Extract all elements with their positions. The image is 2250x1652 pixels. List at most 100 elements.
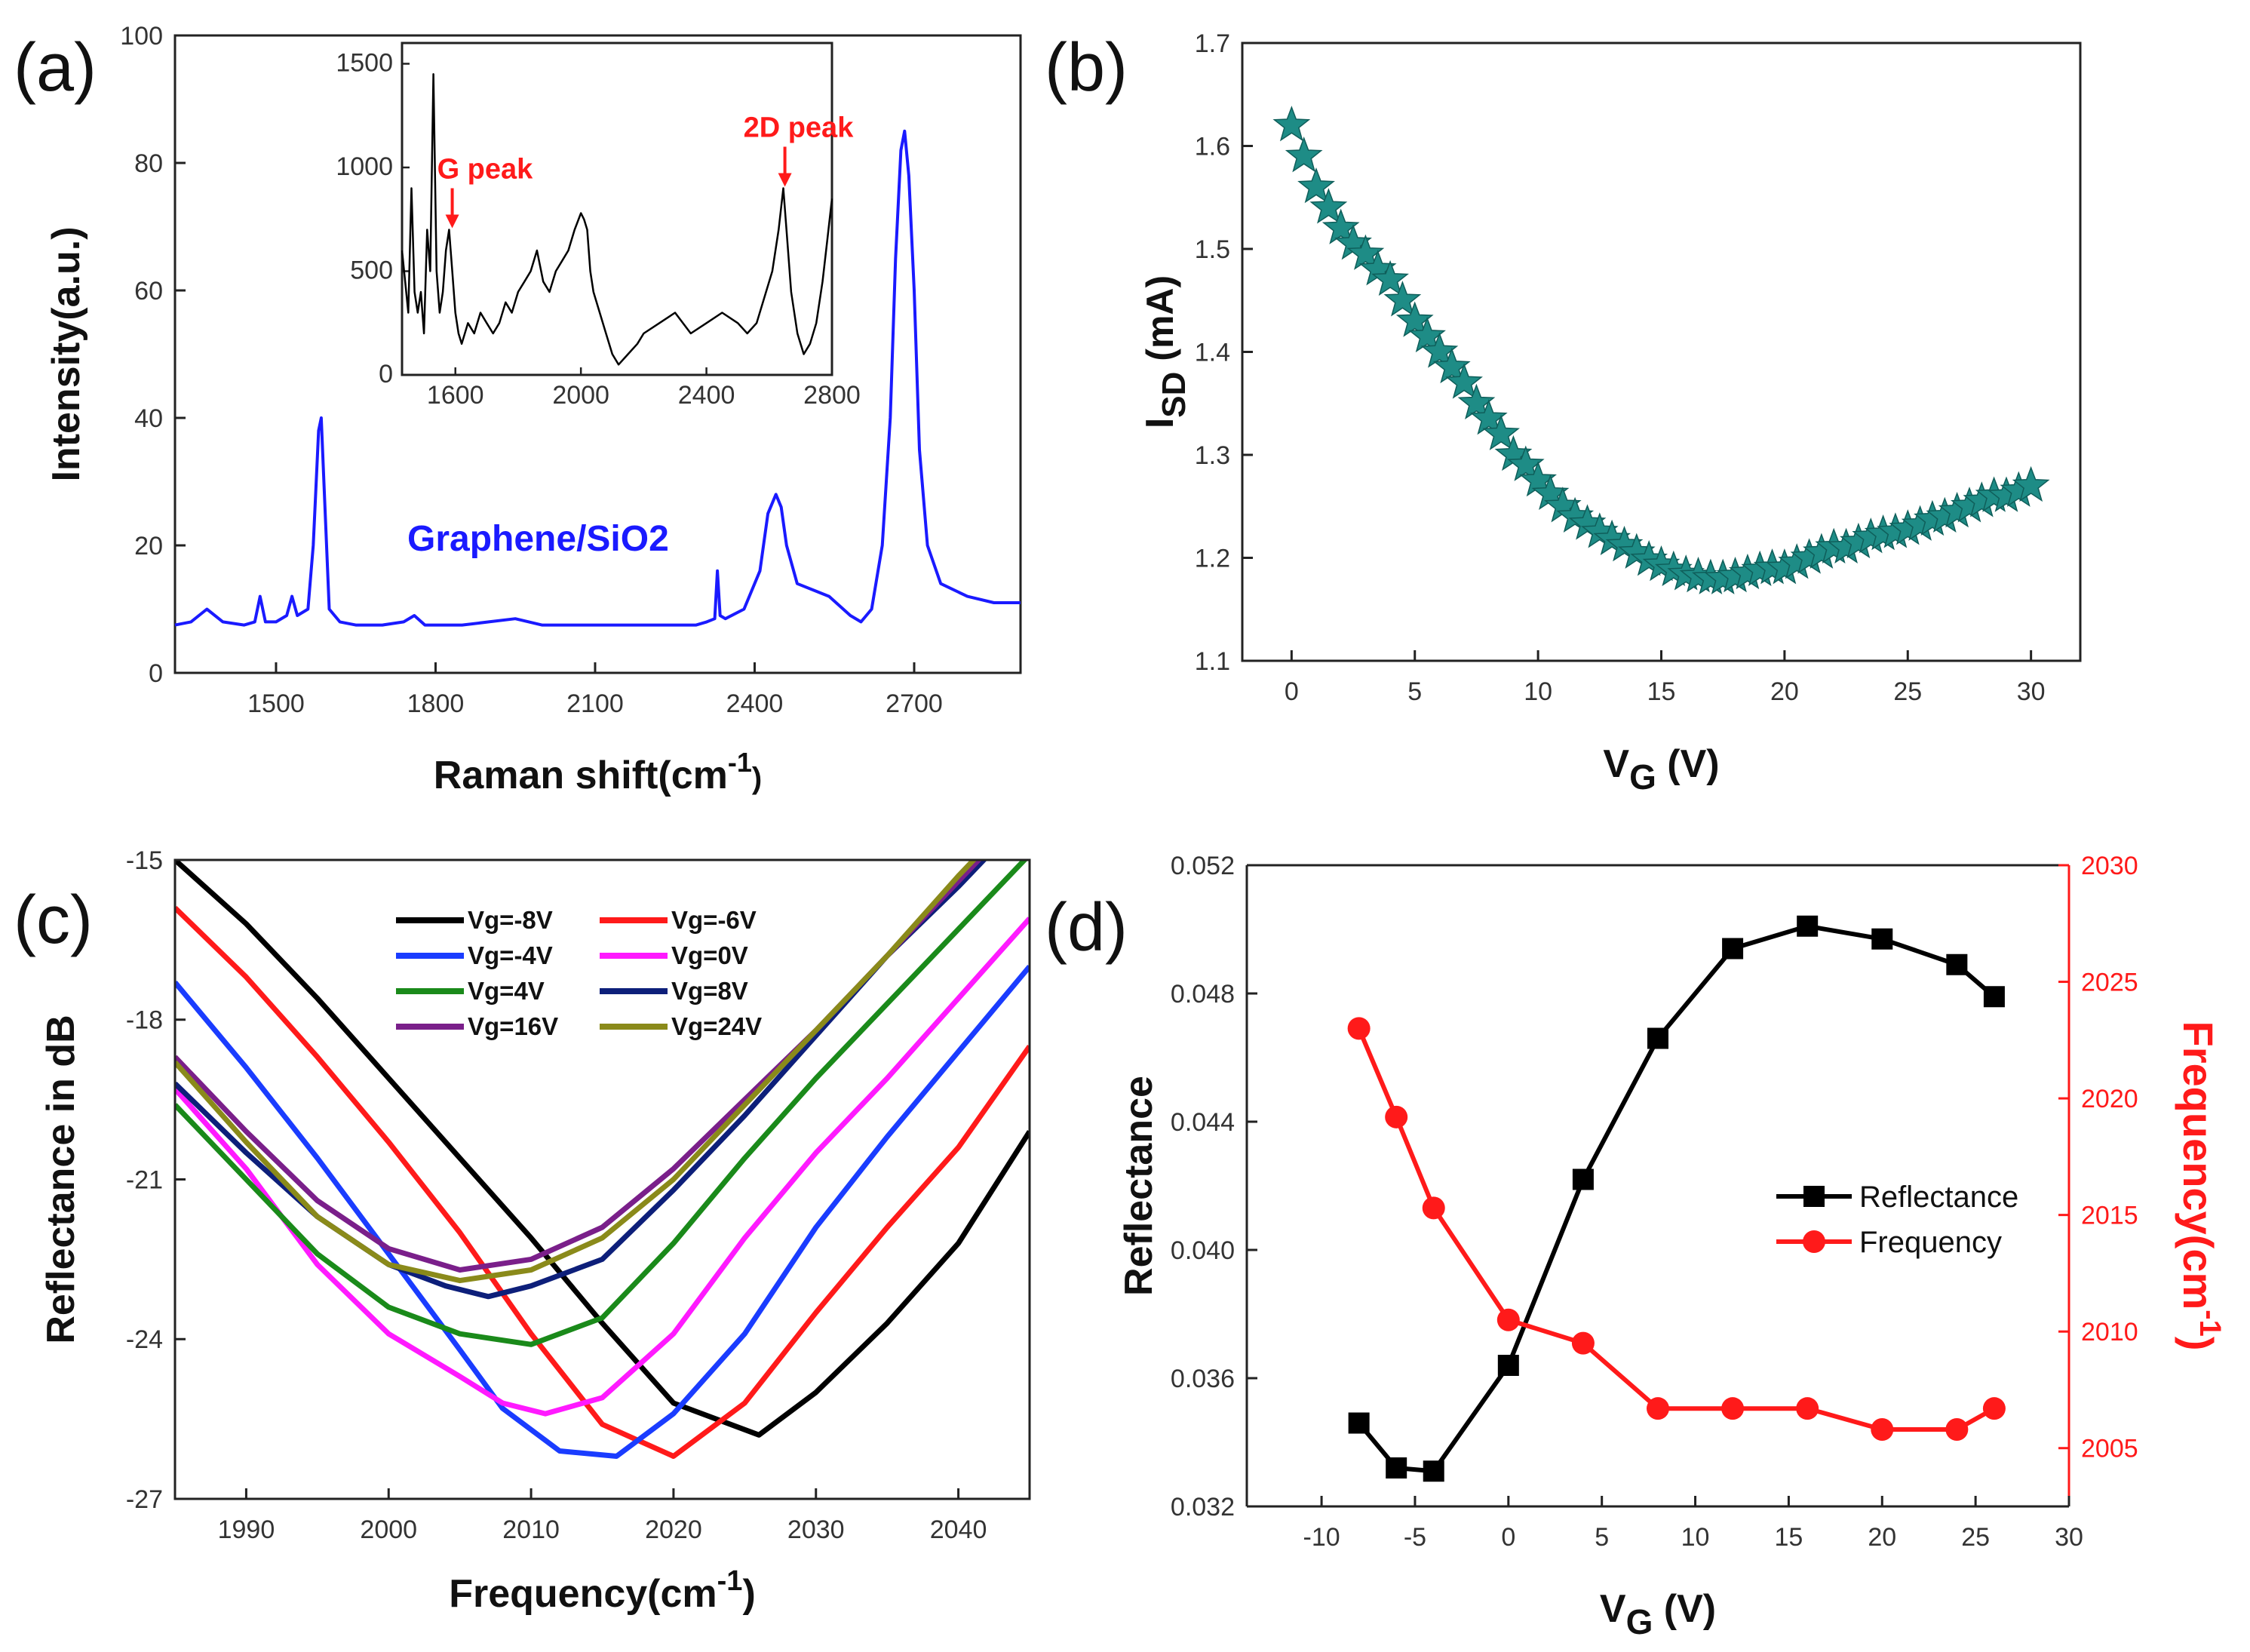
- panel-d-ytick-right-label: 2005: [2081, 1435, 2138, 1463]
- panel-b: 0 5 10 15 20 25 30 1.1 1.2 1.3 1.4 1.5 1.6 1.7 (b) ISD …: [1045, 29, 2082, 797]
- panel-d-ylabel: Reflectance: [1117, 1076, 1161, 1296]
- panel-a-ytick-label: 0: [149, 659, 163, 688]
- panel-b-xlabel: VG (V): [1603, 742, 1719, 797]
- panel-b-xlabel-sub: G: [1629, 757, 1656, 797]
- panel-c-series-5-line: [175, 860, 988, 1300]
- panel-d-ytick-right-label: 2020: [2081, 1085, 2138, 1113]
- panel-d-ytick-label: 0.040: [1171, 1236, 1235, 1265]
- panel-d-square-marker: [1983, 986, 2005, 1008]
- panel-a-ytick-label: 100: [120, 22, 163, 51]
- panel-d-label: (d): [1045, 890, 1128, 966]
- panel-d-ytick-label: 0.036: [1171, 1365, 1235, 1393]
- panel-b-ylabel-sub: SD: [1156, 372, 1193, 418]
- panel-d-square-marker: [1423, 1460, 1444, 1482]
- panel-b-star-marker: [1383, 281, 1422, 317]
- panel-d-xtick-label: 0: [1501, 1523, 1515, 1552]
- panel-c-legend-label: Vg=-8V: [468, 906, 553, 934]
- panel-c-ytick-label: -15: [126, 846, 163, 875]
- panel-d-square-marker: [1797, 915, 1819, 937]
- panel-b-star-marker: [1309, 188, 1348, 224]
- panel-d-square-marker: [1386, 1457, 1407, 1479]
- panel-c-ytick-label: -21: [126, 1165, 163, 1194]
- panel-d-ytick-label: 0.032: [1171, 1493, 1235, 1521]
- panel-b-xtick-label: 30: [2017, 677, 2046, 706]
- panel-c-xtick-label: 2010: [502, 1515, 560, 1544]
- panel-c-xtick-label: 2020: [645, 1515, 702, 1544]
- panel-a-xlabel-close: ): [752, 762, 762, 795]
- panel-d-xtick-label: 25: [1961, 1523, 1990, 1552]
- panel-a-inset-arrow-head: [778, 173, 792, 187]
- panel-d-circle-marker: [1647, 1397, 1669, 1420]
- panel-a-xtick-label: 1500: [247, 689, 305, 718]
- panel-c-xlabel-close: ): [742, 1572, 755, 1616]
- panel-d-xlabel: VG (V): [1600, 1587, 1716, 1641]
- panel-d-xtick-label: 15: [1774, 1523, 1803, 1552]
- panel-b-ytick-label: 1.5: [1195, 235, 1230, 264]
- panel-a-inset-xtick-label: 2400: [678, 381, 735, 410]
- panel-a-xlabel: Raman shift(cm-1): [434, 747, 762, 797]
- panel-b-ytick-label: 1.4: [1195, 338, 1230, 367]
- panel-a-inset-ytick-label: 1500: [336, 49, 393, 78]
- panel-c-label: (c): [14, 883, 93, 958]
- panel-d-xtick-label: 5: [1595, 1523, 1609, 1552]
- panel-b-star-marker: [1321, 208, 1360, 244]
- panel-d-square-marker: [1497, 1355, 1519, 1376]
- panel-d-ylabel-right-close: ): [2175, 1337, 2222, 1351]
- panel-b-star-marker: [1432, 347, 1471, 384]
- panel-b-xtick-label: 25: [1893, 677, 1922, 706]
- panel-a-frame: [173, 34, 1022, 674]
- panel-c-series-group: [175, 860, 1030, 1459]
- panel-d-xtick-label: 30: [2055, 1523, 2083, 1552]
- panel-b-xlabel-main: V: [1603, 742, 1629, 786]
- panel-b-star-marker: [1408, 316, 1446, 353]
- panel-a-ytick-label: 40: [134, 404, 163, 433]
- panel-a-inset-annotation: 2D peak: [744, 112, 855, 144]
- panel-a-ytick-label: 60: [134, 277, 163, 306]
- panel-d-circle-marker: [1796, 1397, 1819, 1420]
- panel-d-xlabel-main: V: [1600, 1587, 1626, 1631]
- panel-a-xtick-label: 2700: [886, 689, 943, 718]
- panel-b-ytick-label: 1.2: [1195, 544, 1230, 573]
- panel-c-xlabel-sup: -1: [717, 1565, 743, 1597]
- panel-a-series-line: [174, 129, 1021, 627]
- panel-d-legend-label: Frequency: [1859, 1226, 2002, 1259]
- panel-d-ytick-right-label: 2030: [2081, 852, 2138, 880]
- panel-c-series-3-line: [175, 917, 1030, 1417]
- panel-b-ylabel-main: I: [1138, 418, 1182, 428]
- panel-c-legend-label: Vg=4V: [468, 977, 545, 1005]
- panel-b-star-marker: [1395, 301, 1434, 337]
- panel-d-square-marker: [1722, 938, 1744, 960]
- panel-a-inset-xtick-label: 2800: [803, 381, 861, 410]
- panel-d-legend-label: Reflectance: [1859, 1181, 2018, 1214]
- panel-a-inset-line: [401, 73, 833, 366]
- panel-b-star-marker: [1371, 259, 1409, 296]
- panel-c-xtick-label: 2030: [787, 1515, 845, 1544]
- panel-b-star-marker: [1272, 106, 1311, 142]
- panel-b-star-marker: [1346, 234, 1385, 270]
- panel-c-xtick-label: 1990: [218, 1515, 275, 1544]
- panel-b-xtick-label: 0: [1285, 677, 1299, 706]
- panel-d-ytick-label: 0.048: [1171, 980, 1235, 1009]
- panel-c-legend-label: Vg=24V: [671, 1012, 762, 1040]
- panel-b-star-marker: [1420, 332, 1459, 368]
- panel-d-legend-marker: [1803, 1186, 1825, 1207]
- panel-b-star-marker: [1297, 167, 1335, 204]
- panel-a-inset-ytick-label: 1000: [336, 152, 393, 181]
- panel-c-xlabel: Frequency(cm-1): [449, 1565, 756, 1616]
- panel-d-circle-marker: [1347, 1017, 1371, 1040]
- panel-b-ylabel-unit: (mA): [1139, 275, 1181, 372]
- panel-b-ylabel: ISD (mA): [1138, 275, 1193, 428]
- panel-b-star-marker: [2012, 465, 2050, 502]
- panel-b-xtick-label: 10: [1524, 677, 1552, 706]
- panel-a-inset-xtick-label: 1600: [427, 381, 484, 410]
- panel-c-xtick-label: 2040: [930, 1515, 987, 1544]
- panel-a-ylabel: Intensity(a.u.): [45, 226, 88, 481]
- panel-a-xtick-label: 2400: [726, 689, 784, 718]
- panel-d-circle-marker: [1721, 1397, 1745, 1420]
- panel-d-xtick-label: -5: [1404, 1523, 1426, 1552]
- panel-d-square-marker: [1946, 953, 1968, 975]
- panel-d: -10 -5 0 5 10 15 20 25 300.0320.0360.0400.0440.0…: [1045, 852, 2227, 1641]
- panel-c-legend-label: Vg=16V: [468, 1012, 558, 1040]
- panel-b-star-marker: [1285, 136, 1323, 173]
